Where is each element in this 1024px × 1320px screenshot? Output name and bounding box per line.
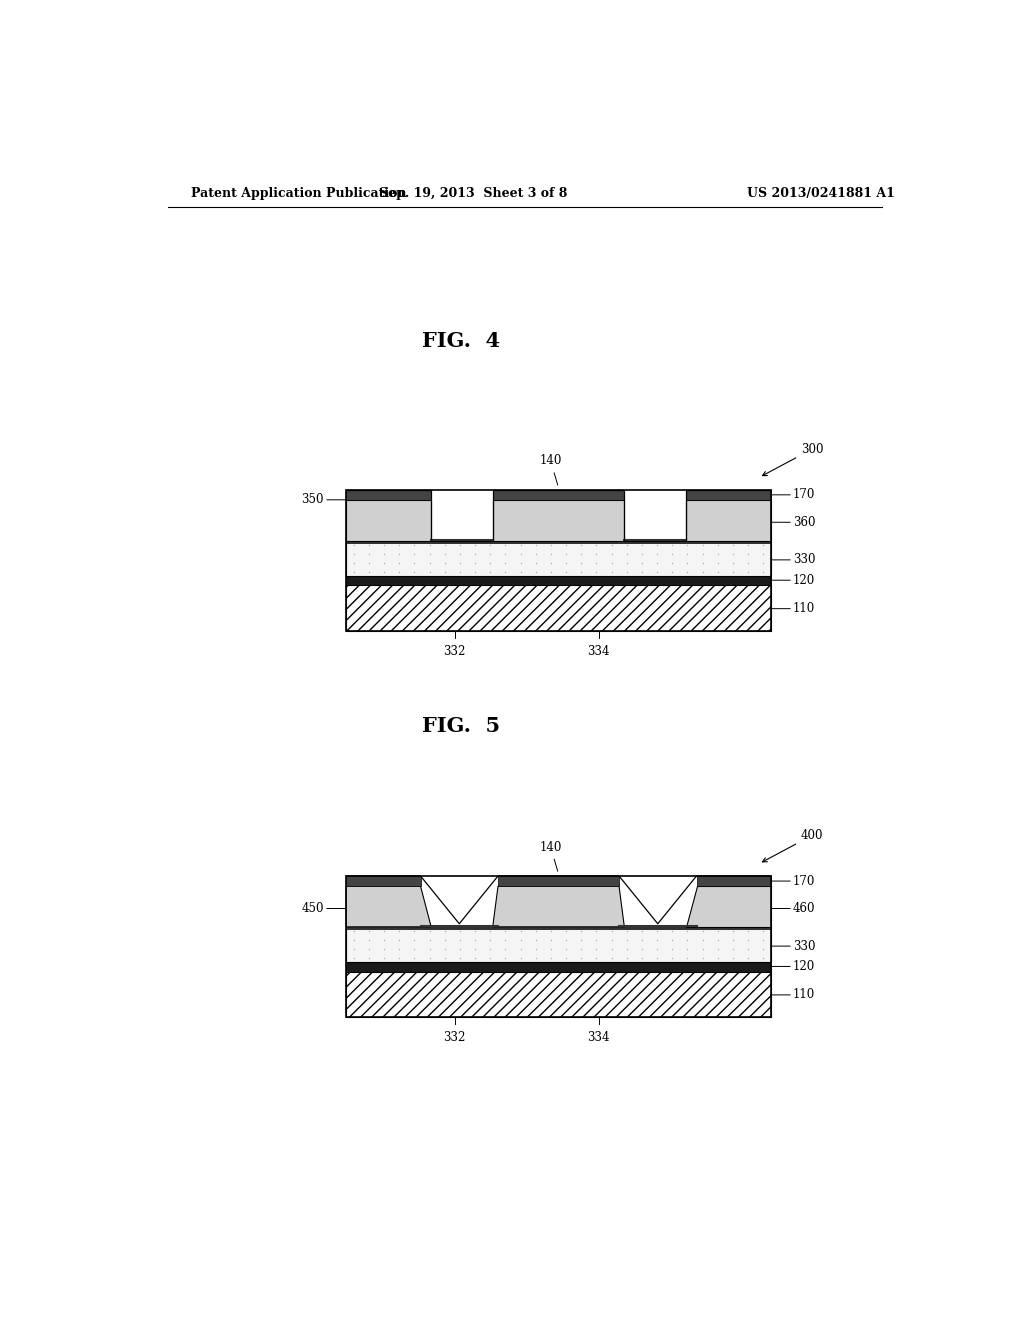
Bar xyxy=(346,927,771,929)
Text: 332: 332 xyxy=(443,1031,466,1044)
Text: 140: 140 xyxy=(540,454,562,484)
Text: 460: 460 xyxy=(771,902,815,915)
Bar xyxy=(346,927,771,962)
Bar xyxy=(346,500,431,541)
Text: 330: 330 xyxy=(771,940,815,953)
Bar xyxy=(346,541,771,576)
Polygon shape xyxy=(493,886,625,927)
Text: 450: 450 xyxy=(301,902,346,915)
Text: 110: 110 xyxy=(771,989,815,1002)
Text: 110: 110 xyxy=(771,602,815,615)
Bar xyxy=(346,490,771,631)
Bar xyxy=(346,490,431,500)
Text: 120: 120 xyxy=(771,960,815,973)
Text: 334: 334 xyxy=(588,645,610,659)
Text: 300: 300 xyxy=(763,442,823,475)
Text: 120: 120 xyxy=(771,574,815,586)
Text: 360: 360 xyxy=(771,516,815,529)
Text: 400: 400 xyxy=(763,829,823,862)
Bar xyxy=(346,576,771,585)
Bar xyxy=(493,490,625,500)
Bar xyxy=(498,876,620,886)
Polygon shape xyxy=(346,886,431,927)
Polygon shape xyxy=(686,886,771,927)
Text: 140: 140 xyxy=(540,841,562,871)
Bar xyxy=(346,585,771,631)
Bar xyxy=(346,972,771,1018)
Text: 170: 170 xyxy=(771,875,815,887)
Text: 332: 332 xyxy=(443,645,466,659)
Bar xyxy=(346,876,771,1018)
Bar xyxy=(686,490,771,500)
Bar xyxy=(346,541,771,544)
Bar xyxy=(493,500,625,541)
Bar xyxy=(686,500,771,541)
Text: US 2013/0241881 A1: US 2013/0241881 A1 xyxy=(748,187,895,201)
Text: Patent Application Publication: Patent Application Publication xyxy=(191,187,407,201)
Text: 334: 334 xyxy=(588,1031,610,1044)
Text: 170: 170 xyxy=(771,488,815,502)
Bar xyxy=(696,876,771,886)
Text: FIG.  4: FIG. 4 xyxy=(422,331,501,351)
Text: 350: 350 xyxy=(301,494,346,507)
Text: Sep. 19, 2013  Sheet 3 of 8: Sep. 19, 2013 Sheet 3 of 8 xyxy=(379,187,567,201)
Text: 330: 330 xyxy=(771,553,815,566)
Text: FIG.  5: FIG. 5 xyxy=(422,715,501,735)
Bar xyxy=(346,962,771,972)
Bar xyxy=(346,876,421,886)
